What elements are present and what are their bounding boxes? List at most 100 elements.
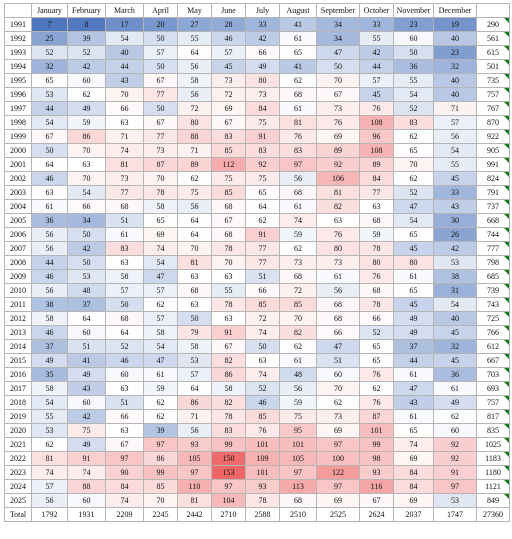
value-cell[interactable]: 62 [143,297,178,312]
month-header[interactable]: July [245,3,280,18]
row-total-cell[interactable]: 849 [476,493,510,508]
value-cell[interactable]: 64 [177,381,212,396]
value-cell[interactable]: 49 [67,437,106,452]
month-header[interactable]: April [143,3,178,18]
value-cell[interactable]: 31 [433,283,477,298]
value-cell[interactable]: 61 [279,31,317,46]
row-total-cell[interactable]: 905 [476,143,510,158]
value-cell[interactable]: 78 [211,409,246,424]
value-cell[interactable]: 97 [211,479,246,494]
year-cell[interactable]: 2018 [4,395,32,410]
value-cell[interactable]: 45 [211,59,246,74]
value-cell[interactable]: 65 [393,143,434,158]
value-cell[interactable]: 70 [211,255,246,270]
month-header[interactable]: September [316,3,360,18]
value-cell[interactable]: 62 [143,409,178,424]
value-cell[interactable]: 76 [359,395,394,410]
value-cell[interactable]: 82 [279,325,317,340]
value-cell[interactable]: 44 [359,59,394,74]
value-cell[interactable]: 64 [177,45,212,60]
value-cell[interactable]: 54 [67,185,106,200]
value-cell[interactable]: 54 [105,31,144,46]
value-cell[interactable]: 52 [67,45,106,60]
value-cell[interactable]: 61 [279,199,317,214]
value-cell[interactable]: 56 [177,59,212,74]
row-total-cell[interactable]: 725 [476,311,510,326]
value-cell[interactable]: 68 [177,283,212,298]
value-cell[interactable]: 90 [105,465,144,480]
year-cell[interactable]: 2004 [4,199,32,214]
value-cell[interactable]: 112 [211,157,246,172]
value-cell[interactable]: 59 [143,381,178,396]
value-cell[interactable]: 48 [67,283,106,298]
column-total-cell[interactable]: 2624 [359,507,394,522]
year-cell[interactable]: 2025 [4,493,32,508]
value-cell[interactable]: 43 [393,395,434,410]
value-cell[interactable]: 70 [177,241,212,256]
value-cell[interactable]: 91 [211,325,246,340]
value-cell[interactable]: 53 [433,255,477,270]
value-cell[interactable]: 105 [279,451,317,466]
value-cell[interactable]: 39 [143,423,178,438]
value-cell[interactable]: 42 [433,241,477,256]
value-cell[interactable]: 46 [245,395,280,410]
year-cell[interactable]: 1994 [4,59,32,74]
value-cell[interactable]: 75 [245,115,280,130]
value-cell[interactable]: 50 [67,255,106,270]
value-cell[interactable]: 77 [105,185,144,200]
value-cell[interactable]: 42 [67,59,106,74]
value-cell[interactable]: 70 [143,171,178,186]
value-cell[interactable]: 47 [316,339,360,354]
value-cell[interactable]: 83 [279,143,317,158]
value-cell[interactable]: 65 [393,283,434,298]
value-cell[interactable]: 71 [433,101,477,116]
column-total-cell[interactable]: 2209 [105,507,144,522]
month-header[interactable]: November [393,3,434,18]
value-cell[interactable]: 49 [393,325,434,340]
year-cell[interactable]: 2020 [4,423,32,438]
value-cell[interactable]: 28 [211,17,246,32]
value-cell[interactable]: 69 [143,227,178,242]
row-total-cell[interactable]: 668 [476,213,510,228]
year-cell[interactable]: 1997 [4,101,32,116]
year-cell[interactable]: 2001 [4,157,32,172]
row-total-cell[interactable]: 870 [476,115,510,130]
value-cell[interactable]: 44 [393,353,434,368]
month-header[interactable]: May [177,3,212,18]
value-cell[interactable]: 23 [433,45,477,60]
value-cell[interactable]: 55 [359,31,394,46]
value-cell[interactable]: 68 [105,311,144,326]
value-cell[interactable]: 58 [177,339,212,354]
row-total-cell[interactable]: 835 [476,423,510,438]
value-cell[interactable]: 50 [67,227,106,242]
value-cell[interactable]: 54 [433,297,477,312]
row-total-cell[interactable]: 667 [476,353,510,368]
value-cell[interactable]: 65 [143,213,178,228]
value-cell[interactable]: 92 [433,451,477,466]
value-cell[interactable]: 77 [245,241,280,256]
value-cell[interactable]: 42 [67,409,106,424]
value-cell[interactable]: 64 [105,325,144,340]
value-cell[interactable]: 109 [245,451,280,466]
value-cell[interactable]: 58 [31,311,68,326]
value-cell[interactable]: 62 [177,171,212,186]
value-cell[interactable]: 54 [31,395,68,410]
column-total-cell[interactable]: 2037 [393,507,434,522]
value-cell[interactable]: 74 [105,143,144,158]
value-cell[interactable]: 53 [67,269,106,284]
value-cell[interactable]: 76 [359,367,394,382]
value-cell[interactable]: 70 [67,171,106,186]
year-cell[interactable]: 2002 [4,171,32,186]
value-cell[interactable]: 19 [433,17,477,32]
row-total-cell[interactable]: 743 [476,297,510,312]
value-cell[interactable]: 43 [433,199,477,214]
row-total-cell[interactable]: 1121 [476,479,510,494]
value-cell[interactable]: 81 [177,255,212,270]
value-cell[interactable]: 62 [393,129,434,144]
value-cell[interactable]: 58 [211,381,246,396]
value-cell[interactable]: 108 [359,143,394,158]
column-total-cell[interactable]: 1792 [31,507,68,522]
value-cell[interactable]: 106 [316,171,360,186]
value-cell[interactable]: 66 [105,101,144,116]
value-cell[interactable]: 32 [433,59,477,74]
